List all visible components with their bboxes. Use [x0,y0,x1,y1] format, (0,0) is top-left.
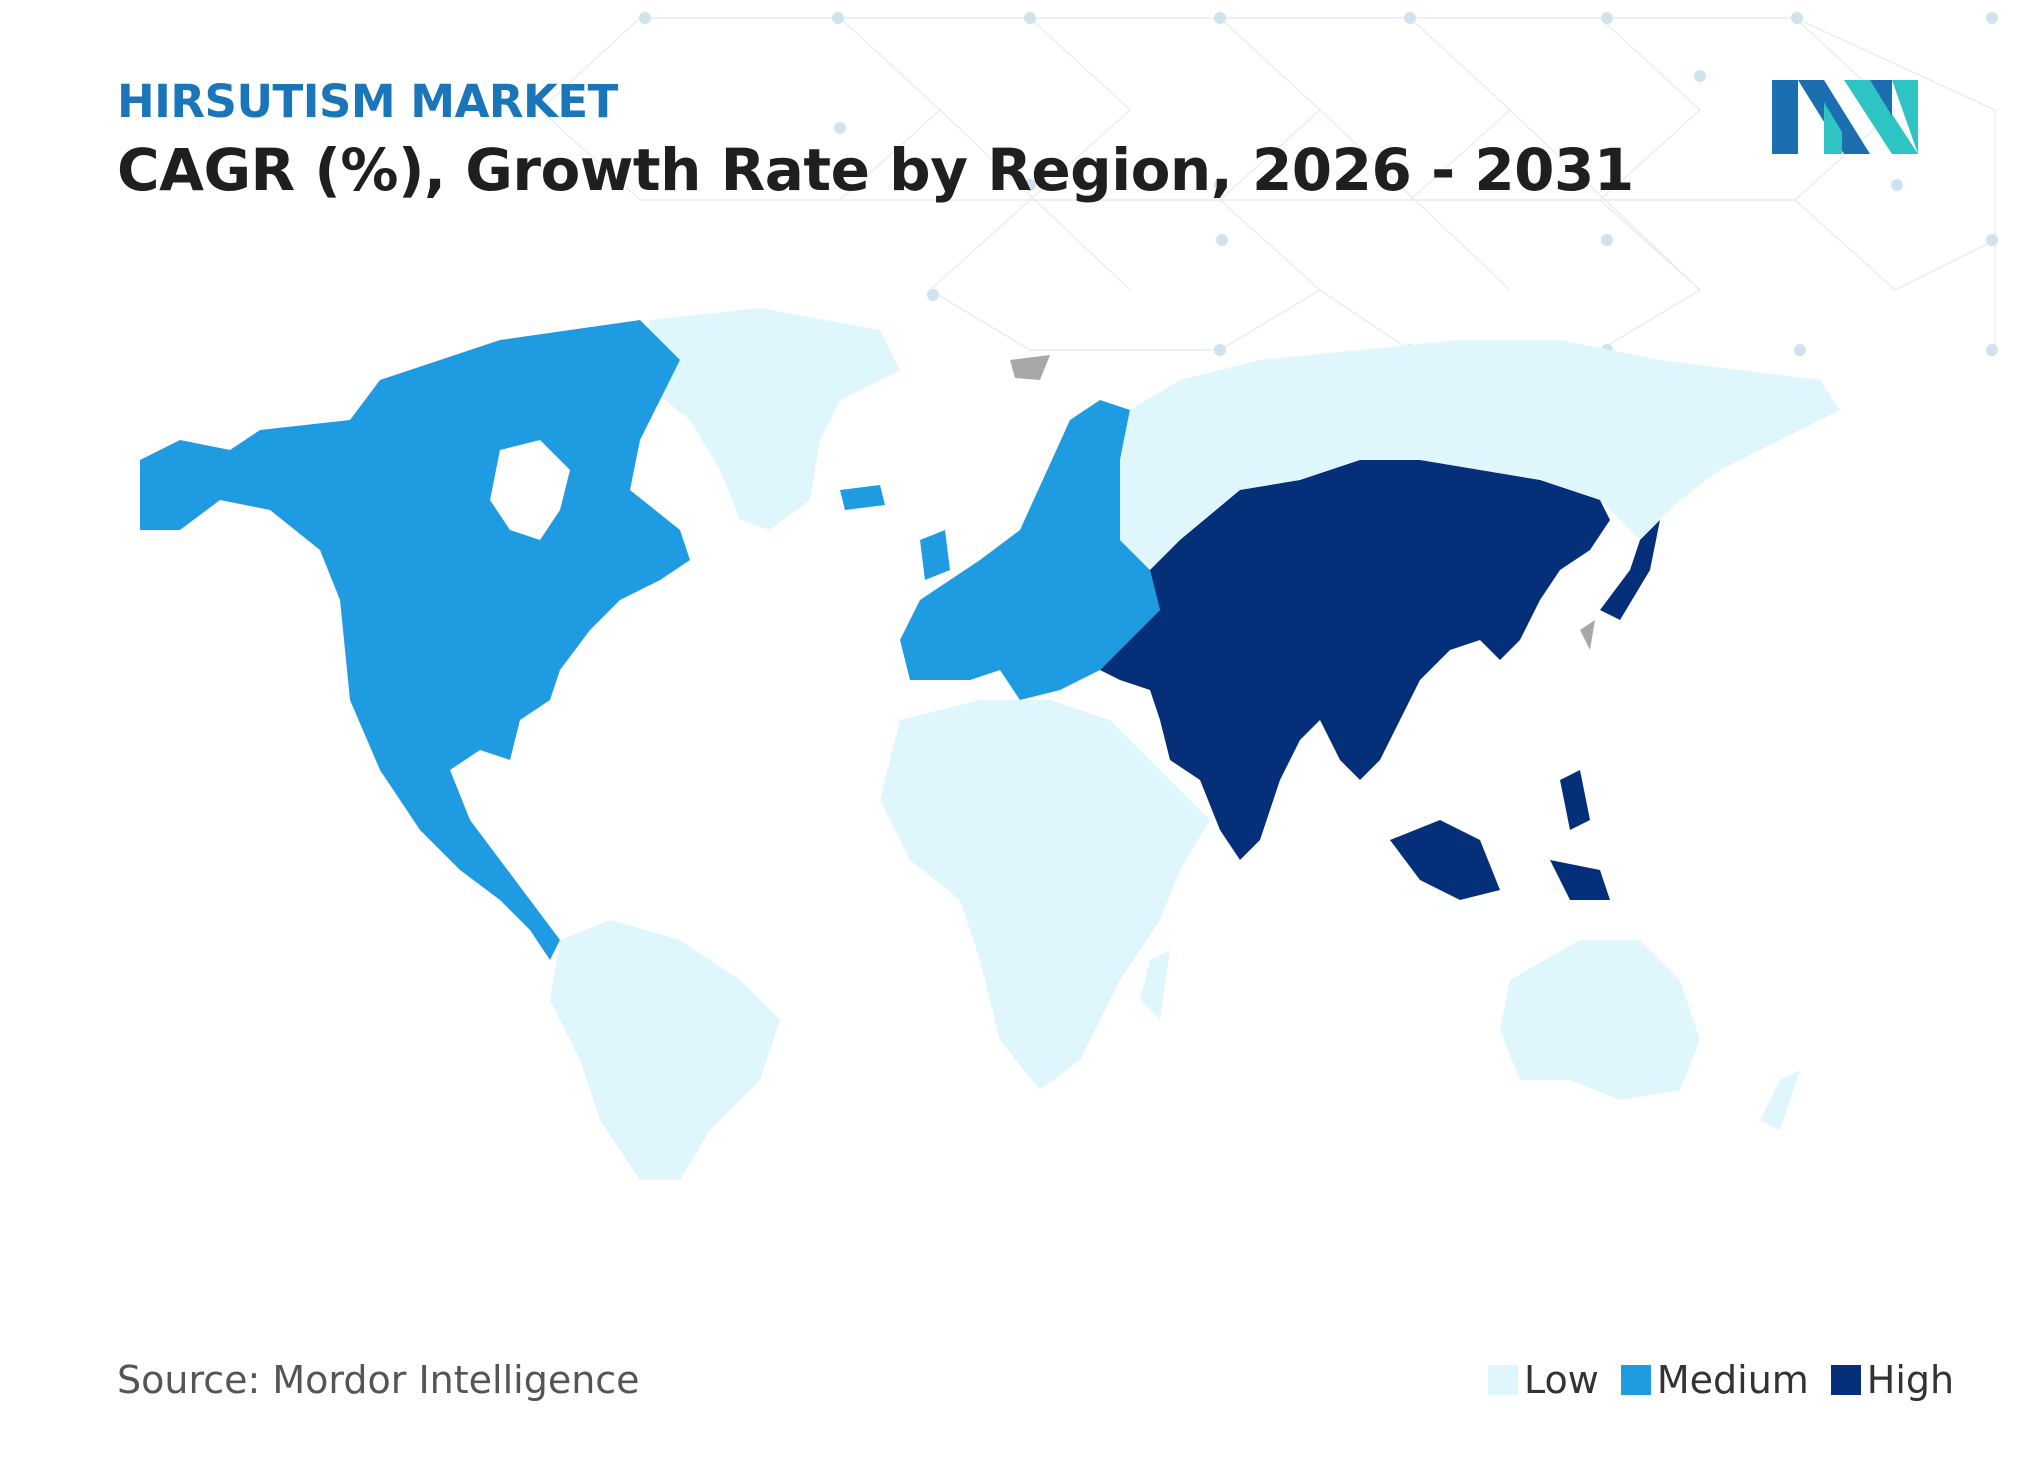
region-uk [920,530,950,580]
no-data-svalbard [1010,355,1050,380]
world-map [140,308,1840,1180]
region-africa [880,700,1210,1090]
region-russia [1120,340,1840,570]
legend-swatch-low [1488,1365,1518,1395]
region-madagascar [1140,950,1170,1020]
hudson-bay [490,440,570,540]
region-japan [1600,520,1660,620]
legend-label-high: High [1866,1358,1955,1402]
region-australia [1500,940,1700,1100]
region-iceland [840,485,885,510]
region-asia-pacific-middle-east [1100,460,1610,860]
legend-swatch-medium [1620,1365,1651,1395]
region-greenland [640,308,900,530]
legend-label-low: Low [1524,1358,1599,1402]
region-southeast-asia-islands [1390,770,1610,900]
no-data-korea [1580,620,1595,650]
legend-item-high: High [1830,1355,1955,1405]
region-north-america [140,320,690,960]
region-new-zealand [1760,1070,1800,1130]
region-europe [900,400,1160,700]
market-name: HIRSUTISM MARKET [117,75,618,128]
map-legend: Low Medium High [1488,1355,1954,1405]
legend-item-medium: Medium [1620,1355,1809,1405]
chart-title: CAGR (%), Growth Rate by Region, 2026 - … [117,136,1634,204]
legend-label-medium: Medium [1656,1358,1809,1402]
mordor-intelligence-logo [1772,80,1918,154]
region-south-america [550,920,780,1180]
legend-item-low: Low [1488,1355,1599,1405]
legend-swatch-high [1830,1365,1861,1395]
header: HIRSUTISM MARKET CAGR (%), Growth Rate b… [117,74,1634,206]
background-network-pattern [538,12,1998,356]
source-note: Source: Mordor Intelligence [117,1358,640,1402]
